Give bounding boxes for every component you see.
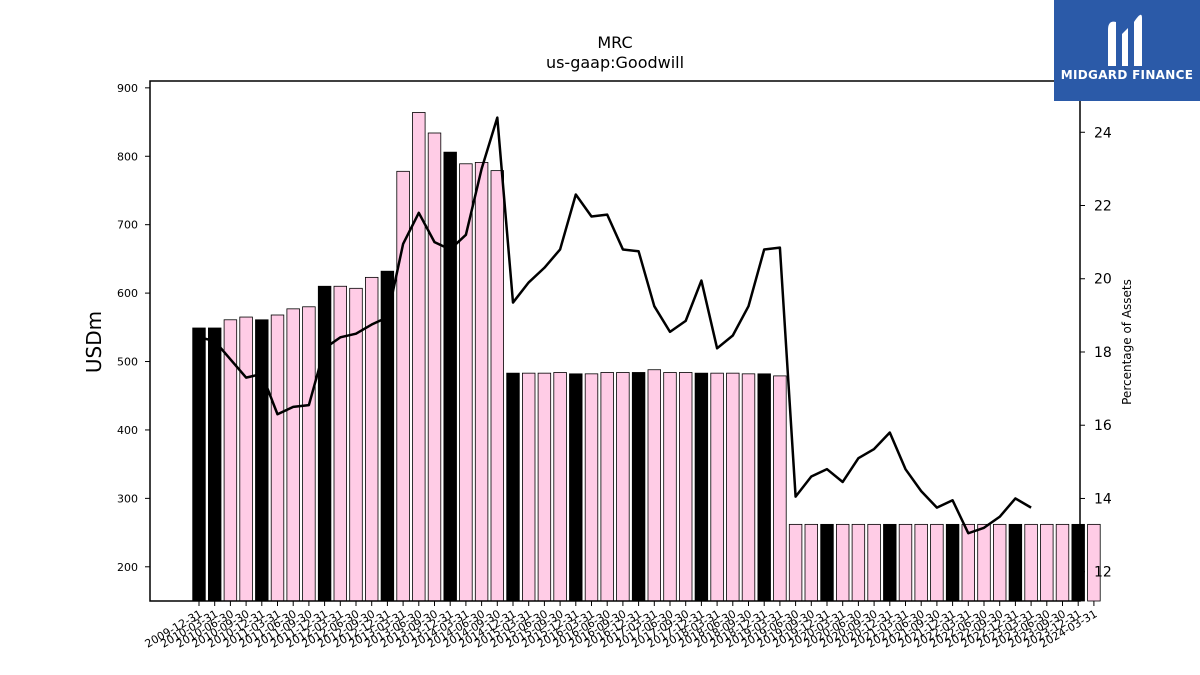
bar bbox=[317, 285, 332, 602]
bar bbox=[867, 523, 881, 602]
bar bbox=[993, 523, 1007, 602]
bar bbox=[553, 372, 567, 602]
line-series bbox=[198, 116, 1032, 535]
midgard-finance-logo: MIDGARD FINANCE bbox=[1054, 0, 1200, 101]
y-axis-label: USDm bbox=[82, 311, 106, 373]
bar bbox=[584, 373, 599, 602]
y2-axis-label: Percentage of Assets bbox=[1120, 279, 1134, 405]
bar bbox=[333, 285, 348, 602]
y-tick-label: 300 bbox=[117, 492, 138, 505]
logo-mark-icon bbox=[1108, 14, 1142, 66]
bar bbox=[851, 523, 866, 602]
bar bbox=[788, 523, 803, 602]
bar bbox=[490, 170, 505, 602]
y2-tick-label: 20 bbox=[1094, 272, 1112, 288]
bar bbox=[1040, 523, 1054, 602]
bar bbox=[616, 372, 630, 602]
bar bbox=[255, 319, 269, 602]
bar bbox=[506, 372, 520, 602]
y-tick-label: 900 bbox=[117, 82, 138, 95]
percent-assets-line bbox=[198, 116, 1032, 535]
y-tick-label: 600 bbox=[117, 287, 138, 300]
bar bbox=[522, 372, 536, 602]
bar bbox=[302, 306, 316, 602]
axes: 2003004005006007008009001214161820222420… bbox=[117, 80, 1112, 651]
y2-tick-label: 12 bbox=[1094, 565, 1112, 581]
bar bbox=[898, 523, 913, 602]
bar bbox=[914, 523, 928, 602]
bar bbox=[1087, 523, 1101, 602]
bar bbox=[961, 523, 976, 602]
bar bbox=[1071, 523, 1085, 602]
chart-title: MRC bbox=[597, 33, 632, 52]
bar bbox=[726, 372, 740, 602]
bar bbox=[380, 270, 395, 602]
bar bbox=[945, 523, 960, 602]
logo-text: MIDGARD FINANCE bbox=[1060, 68, 1194, 82]
bar bbox=[1008, 523, 1023, 602]
bar bbox=[286, 308, 300, 602]
bar bbox=[757, 373, 771, 602]
bar bbox=[600, 372, 614, 602]
bar bbox=[1024, 523, 1038, 602]
y2-tick-label: 14 bbox=[1094, 491, 1112, 507]
bar bbox=[1055, 523, 1070, 602]
bar bbox=[804, 523, 819, 602]
bar bbox=[883, 523, 897, 602]
y-tick-label: 400 bbox=[117, 424, 138, 437]
bar bbox=[223, 319, 238, 602]
y2-tick-label: 22 bbox=[1094, 199, 1112, 215]
y2-tick-label: 24 bbox=[1094, 125, 1112, 141]
bar bbox=[679, 372, 693, 602]
bar bbox=[474, 162, 489, 602]
bar-series bbox=[192, 112, 1101, 602]
y-tick-label: 200 bbox=[117, 561, 138, 574]
bar bbox=[192, 327, 206, 602]
bar bbox=[537, 372, 552, 602]
bar bbox=[710, 372, 724, 602]
bar bbox=[773, 375, 787, 602]
bar bbox=[459, 163, 473, 602]
y-tick-label: 500 bbox=[117, 356, 138, 369]
bar bbox=[977, 523, 991, 602]
bar bbox=[443, 151, 457, 602]
y-tick-label: 800 bbox=[117, 150, 138, 163]
bar bbox=[631, 372, 646, 602]
bar bbox=[270, 314, 285, 602]
bar bbox=[647, 369, 662, 602]
bar bbox=[836, 523, 850, 602]
bar bbox=[427, 132, 442, 602]
bar bbox=[663, 372, 677, 602]
chart-subtitle: us-gaap:Goodwill bbox=[546, 53, 684, 72]
bar bbox=[694, 372, 709, 602]
y-tick-label: 700 bbox=[117, 219, 138, 232]
bar bbox=[569, 373, 583, 602]
bar bbox=[930, 523, 944, 602]
plot-frame bbox=[149, 80, 1081, 602]
bar bbox=[207, 327, 222, 602]
bar bbox=[412, 112, 426, 602]
bar bbox=[820, 523, 834, 602]
y2-tick-label: 16 bbox=[1094, 418, 1112, 434]
bar bbox=[741, 373, 756, 602]
bar bbox=[239, 316, 253, 602]
y2-tick-label: 18 bbox=[1094, 345, 1112, 361]
